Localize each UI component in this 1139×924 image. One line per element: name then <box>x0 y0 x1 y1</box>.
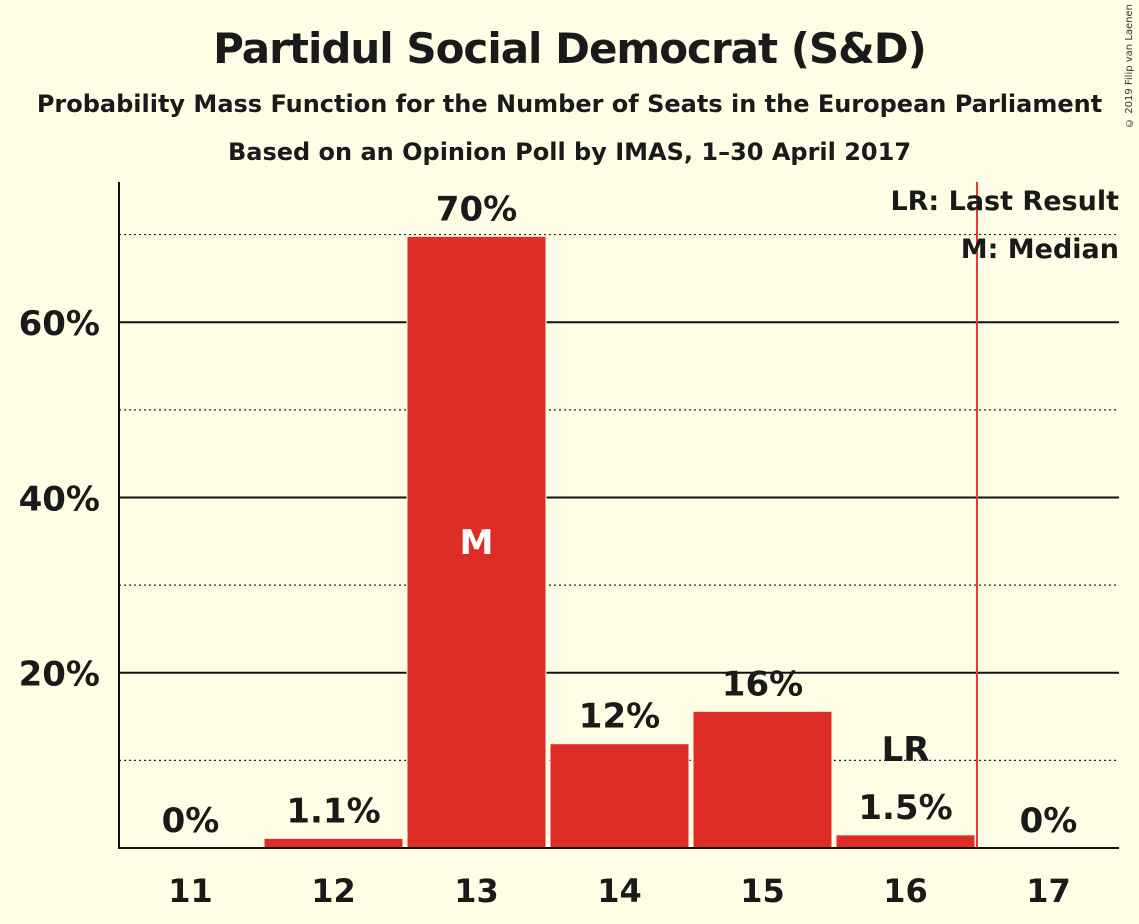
bar <box>835 834 976 849</box>
x-tick-label: 17 <box>1026 872 1071 910</box>
chart-subtitle-poll: Based on an Opinion Poll by IMAS, 1–30 A… <box>227 138 912 166</box>
bar-value-label: 1.1% <box>286 791 380 831</box>
bar <box>406 235 547 849</box>
x-tick-label: 14 <box>597 872 642 910</box>
x-tick-label: 15 <box>740 872 785 910</box>
x-tick-label: 16 <box>883 872 928 910</box>
y-tick-label: 60% <box>19 304 100 344</box>
legend-median: M: Median <box>961 234 1119 265</box>
bar-value-label: 12% <box>579 697 660 737</box>
bar <box>692 710 833 849</box>
bar-value-label: 16% <box>722 664 803 704</box>
bar-value-label: 0% <box>162 801 220 841</box>
bar <box>263 837 404 849</box>
x-tick-label: 12 <box>311 872 356 910</box>
chart-subtitle: Probability Mass Function for the Number… <box>36 90 1103 118</box>
bar <box>549 743 690 849</box>
legend-last-result: LR: Last Result <box>890 186 1119 217</box>
median-marker: M <box>460 523 494 563</box>
last-result-marker: LR <box>882 730 930 770</box>
bar-value-label: 70% <box>436 189 517 229</box>
x-tick-label: 13 <box>454 872 499 910</box>
bar-value-label: 0% <box>1020 801 1078 841</box>
y-tick-label: 20% <box>19 655 100 695</box>
x-tick-label: 11 <box>168 872 213 910</box>
bar-value-label: 1.5% <box>858 788 952 828</box>
y-tick-label: 40% <box>19 479 100 519</box>
chart-title: Partidul Social Democrat (S&D) <box>213 24 927 73</box>
